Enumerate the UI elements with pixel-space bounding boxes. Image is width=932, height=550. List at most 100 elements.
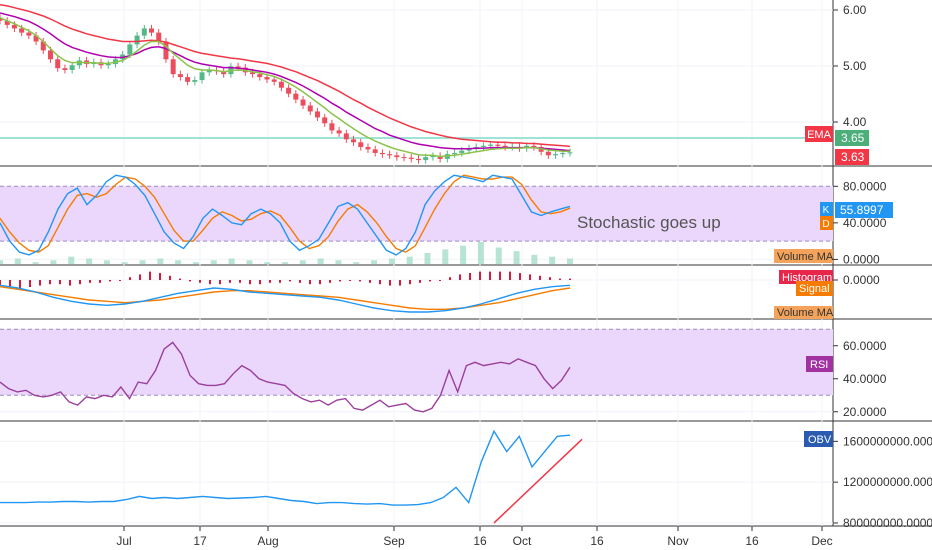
candle-body [372,149,378,153]
macd-histogram-bar [99,280,101,283]
macd-histogram-bar [389,280,391,286]
candle-body [156,32,162,42]
macd-histogram-bar [259,280,261,285]
ema-tag-bg [805,126,833,142]
rsi-y-label: 20.0000 [843,405,887,419]
candle-body [401,157,407,159]
price-tag-1-bg [835,130,869,146]
macd-histogram-bar [0,280,1,286]
candle-body [322,117,328,124]
stoch-volume-bar [335,260,342,264]
x-tick-label: Jul [116,534,131,548]
volume-ma-tag-2-bg [774,306,833,319]
x-tick-label: Aug [257,534,278,548]
stoch-band [0,186,833,242]
obv-trendline [493,438,583,524]
stoch-volume-bar [567,258,573,264]
macd-histogram-bar [179,278,181,280]
stoch-volume-bar [192,262,199,264]
stoch-volume-bar [68,256,75,264]
macd-histogram-bar [569,278,571,280]
candle-body [192,80,198,82]
stoch-volume-bar [549,256,556,264]
candle-body [278,81,284,88]
macd-signal-line [0,286,571,310]
x-tick-label: Sep [383,534,405,548]
stoch-volume-bar [14,258,21,264]
candle-body [33,35,39,42]
macd-histogram-bar [129,277,131,280]
stoch-y-label: 40.0000 [843,216,887,230]
stochastic-pane[interactable] [0,174,833,264]
macd-histogram-bar [289,280,291,282]
macd-histogram-bar [229,280,231,283]
candle-body [423,157,429,161]
macd-pane[interactable] [0,271,571,313]
ema-tag: EMA [807,129,832,141]
candle-body [149,28,155,33]
rsi-y-label: 60.0000 [843,339,887,353]
x-tick-label: 16 [745,534,759,548]
candle-body [480,145,486,148]
obv-pane[interactable] [0,429,583,524]
stoch-value-bg [835,202,893,218]
macd-y-label: 0.0000 [843,273,880,287]
macd-histogram-bar [369,280,371,283]
candle-body [531,145,537,148]
candle-body [415,158,421,161]
macd-histogram-bar [199,280,201,283]
stochastic-annotation: Stochastic goes up [577,213,721,232]
stoch-volume-bar [264,262,271,264]
stoch-k-line [0,174,571,256]
stoch-volume-bar [495,247,502,264]
macd-histogram-bar [249,280,251,285]
macd-histogram-bar [319,280,321,285]
price-y-label: 5.00 [843,59,867,73]
candle-body [19,28,25,33]
stoch-volume-bar [246,260,253,264]
macd-histogram-bar [459,274,461,280]
candle-body [62,68,68,70]
price-tag-1: 3.65 [841,131,865,145]
stoch-volume-bar [175,260,182,264]
macd-histogram-bar [449,277,451,280]
x-tick-label: 17 [193,534,207,548]
stoch-volume-bar [424,253,431,264]
candle-body [430,155,436,158]
macd-histogram-bar [479,271,481,280]
obv-tag: OBV [808,434,832,446]
macd-line [0,284,571,313]
macd-histogram-bar [239,280,241,283]
rsi-tag-bg [806,356,833,372]
candle-body [163,41,169,60]
candle-body [488,144,494,146]
macd-histogram-bar [209,280,211,285]
candle-body [314,111,320,118]
macd-histogram-bar [529,274,531,280]
volume-ma-tag-1-bg [774,249,833,263]
macd-histogram-bar [109,280,111,282]
rsi-tag: RSI [810,359,828,371]
candle-body [0,17,3,21]
stoch-volume-bar [210,260,217,264]
x-tick-label: Dec [811,534,832,548]
rsi-pane[interactable] [0,328,833,413]
macd-histogram-bar [469,273,471,280]
macd-histogram-bar [559,278,561,280]
macd-histogram-bar [29,280,31,287]
macd-histogram-bar [489,271,491,280]
price-pane[interactable] [0,3,833,164]
candle-body [502,145,508,148]
macd-histogram-bar [169,275,171,280]
macd-histogram-bar [349,280,351,281]
candle-body [351,139,357,143]
macd-histogram-bar [119,280,121,281]
price-y-label: 4.00 [843,115,867,129]
candle-body [4,20,10,25]
stoch-volume-bar [139,260,146,264]
obv-y-label: 1200000000.0000 [843,475,932,489]
macd-histogram-bar [499,271,501,280]
candle-body [329,123,335,131]
stoch-volume-bar [513,251,520,264]
